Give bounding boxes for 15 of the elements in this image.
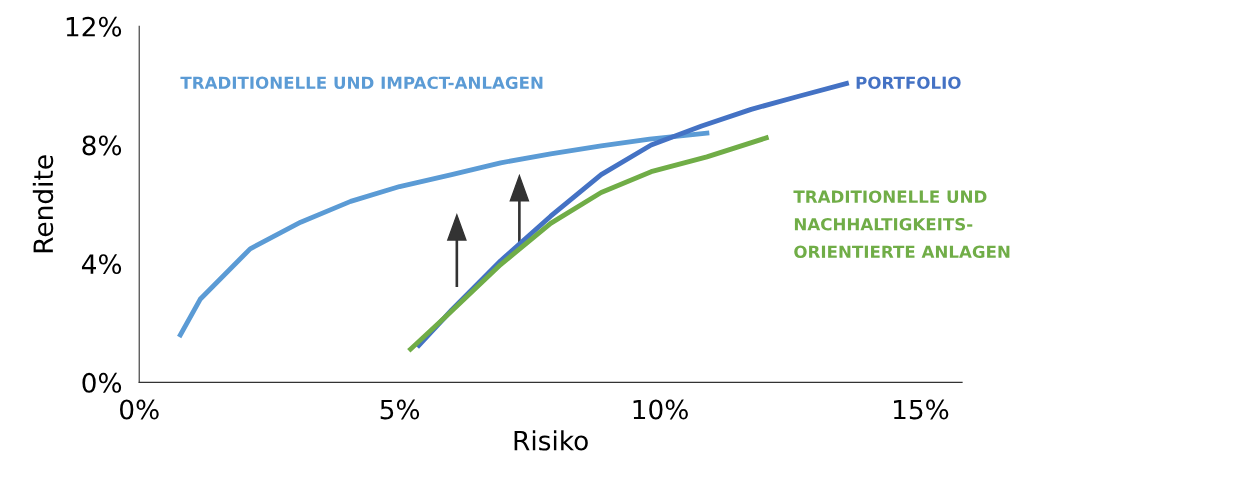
series-label: PORTFOLIO	[856, 76, 961, 90]
text: TRADITIONELLE UND NACHHALTIGKEITS- ORIENTIERTE ANLAGEN	[793, 190, 1010, 259]
x-tick-label: 15%	[893, 399, 949, 420]
y-tick-label: 8%	[82, 135, 122, 156]
line-series	[408, 135, 769, 352]
y-axis-title: Rendite	[32, 155, 54, 253]
y-tick-label: 4%	[81, 254, 122, 275]
text: TRADITIONELLE UND IMPACT-ANLAGEN	[180, 76, 543, 90]
y-tick-label: 0%	[82, 372, 122, 393]
line-series	[177, 130, 710, 338]
x-tick-label: 0%	[120, 399, 159, 420]
x-tick-label: 10%	[633, 399, 688, 420]
y-tick-label: 12%	[66, 16, 122, 37]
x-axis-title: Risiko	[514, 430, 588, 451]
x-tick-label: 5%	[380, 399, 420, 420]
